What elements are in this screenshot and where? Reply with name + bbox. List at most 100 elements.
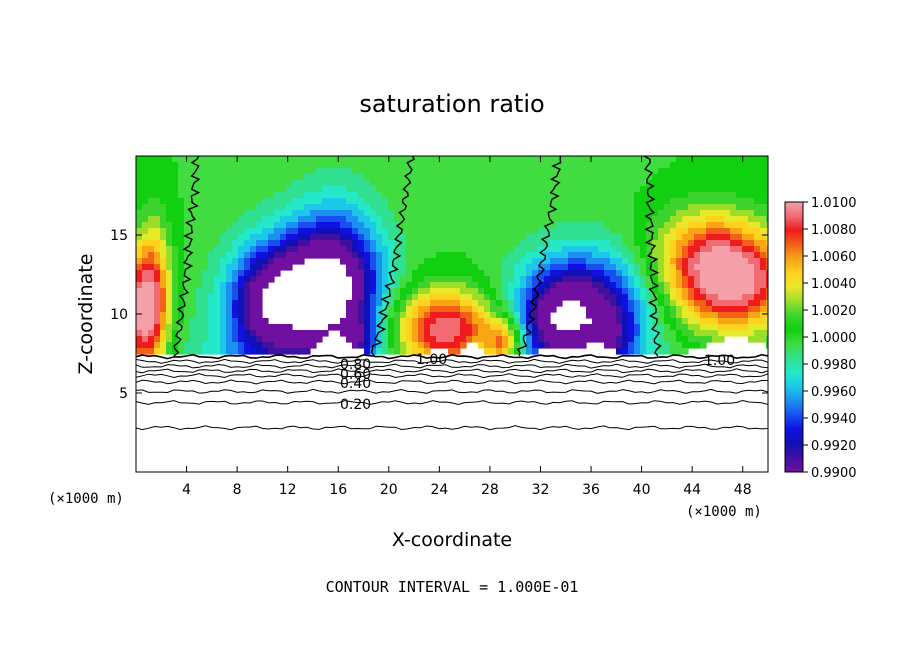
field-cell xyxy=(148,180,155,187)
field-cell xyxy=(274,258,281,265)
field-cell xyxy=(220,246,227,253)
field-cell xyxy=(334,168,341,175)
field-cell xyxy=(424,228,431,235)
field-cell xyxy=(694,336,701,343)
field-cell xyxy=(628,336,635,343)
field-cell xyxy=(430,312,437,319)
field-cell xyxy=(220,276,227,283)
field-cell xyxy=(520,342,527,349)
field-cell xyxy=(394,348,401,355)
field-cell xyxy=(160,204,167,211)
field-cell xyxy=(526,180,533,187)
field-cell xyxy=(202,348,209,355)
field-cell xyxy=(742,222,749,229)
field-cell xyxy=(610,300,617,307)
field-cell xyxy=(472,156,479,163)
field-cell xyxy=(178,246,185,253)
field-cell xyxy=(352,318,359,325)
field-cell xyxy=(622,216,629,223)
field-cell xyxy=(640,342,647,349)
field-cell xyxy=(640,198,647,205)
field-cell xyxy=(754,162,761,169)
field-cell xyxy=(652,246,659,253)
field-cell xyxy=(250,222,257,229)
field-cell xyxy=(646,264,653,271)
field-cell xyxy=(742,324,749,331)
field-cell xyxy=(448,246,455,253)
field-cell xyxy=(478,186,485,193)
field-cell xyxy=(358,282,365,289)
field-cell xyxy=(484,258,491,265)
field-cell xyxy=(712,156,719,163)
field-cell xyxy=(196,168,203,175)
field-cell xyxy=(496,210,503,217)
field-cell xyxy=(208,228,215,235)
field-cell xyxy=(346,162,353,169)
field-cell xyxy=(280,180,287,187)
field-cell xyxy=(628,162,635,169)
field-cell xyxy=(520,264,527,271)
field-cell xyxy=(466,300,473,307)
field-cell xyxy=(472,324,479,331)
field-cell xyxy=(514,270,521,277)
field-cell xyxy=(322,246,329,253)
field-cell xyxy=(346,270,353,277)
field-cell xyxy=(310,336,317,343)
field-cell xyxy=(562,234,569,241)
field-cell xyxy=(268,210,275,217)
field-cell xyxy=(580,288,587,295)
field-cell xyxy=(226,294,233,301)
field-cell xyxy=(646,210,653,217)
field-cell xyxy=(358,228,365,235)
field-cell xyxy=(538,198,545,205)
field-cell xyxy=(592,252,599,259)
field-cell xyxy=(586,186,593,193)
field-cell xyxy=(730,306,737,313)
field-cell xyxy=(514,222,521,229)
field-cell xyxy=(490,162,497,169)
field-cell xyxy=(736,288,743,295)
field-cell xyxy=(154,162,161,169)
field-cell xyxy=(634,246,641,253)
field-cell xyxy=(490,258,497,265)
field-cell xyxy=(508,222,515,229)
field-cell xyxy=(424,198,431,205)
x-tick-label: 28 xyxy=(481,482,499,498)
field-cell xyxy=(274,270,281,277)
field-cell xyxy=(352,222,359,229)
field-cell xyxy=(394,180,401,187)
field-cell xyxy=(148,162,155,169)
field-cell xyxy=(640,240,647,247)
field-cell xyxy=(190,210,197,217)
colorbar-label: 0.9980 xyxy=(811,358,857,373)
field-cell xyxy=(442,276,449,283)
field-cell xyxy=(754,306,761,313)
field-cell xyxy=(436,294,443,301)
field-cell xyxy=(664,348,671,355)
field-cell xyxy=(616,216,623,223)
field-cell xyxy=(394,252,401,259)
field-cell xyxy=(754,222,761,229)
field-cell xyxy=(520,192,527,199)
field-cell xyxy=(706,204,713,211)
field-cell xyxy=(154,246,161,253)
field-cell xyxy=(214,300,221,307)
field-cell xyxy=(412,264,419,271)
field-cell xyxy=(166,300,173,307)
field-cell xyxy=(526,348,533,355)
field-cell xyxy=(208,342,215,349)
field-cell xyxy=(664,252,671,259)
field-cell xyxy=(364,348,371,355)
field-cell xyxy=(214,168,221,175)
field-cell xyxy=(376,312,383,319)
field-cell xyxy=(220,192,227,199)
field-cell xyxy=(388,156,395,163)
field-cell xyxy=(712,318,719,325)
field-cell xyxy=(682,258,689,265)
field-cell xyxy=(736,180,743,187)
field-cell xyxy=(610,312,617,319)
field-cell xyxy=(508,204,515,211)
field-cell xyxy=(604,294,611,301)
field-cell xyxy=(400,252,407,259)
field-cell xyxy=(676,210,683,217)
